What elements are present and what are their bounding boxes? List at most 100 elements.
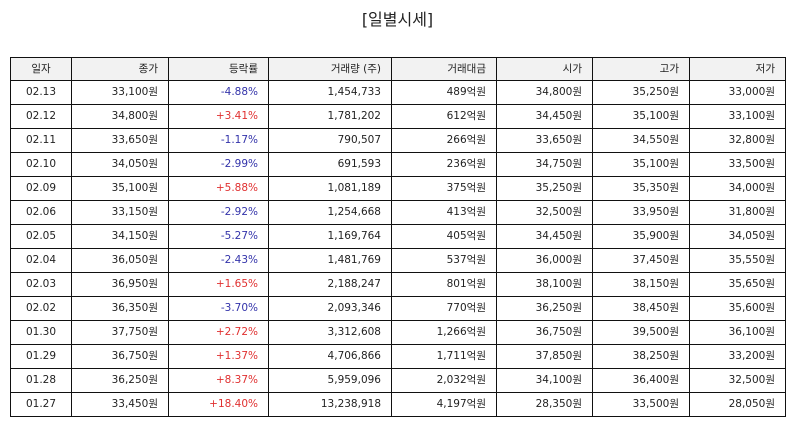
cell-low: 33,500원 <box>689 152 786 177</box>
table-row: 02.04 36,050원 -2.43% 1,481,769 537억원 36,000원 3… <box>10 248 786 273</box>
cell-volume: 1,169,764 <box>268 224 392 249</box>
cell-amount: 405억원 <box>391 224 497 249</box>
cell-low: 28,050원 <box>689 392 786 417</box>
cell-close: 36,750원 <box>71 344 169 369</box>
cell-amount: 266억원 <box>391 128 497 153</box>
cell-amount: 413억원 <box>391 200 497 225</box>
cell-open: 32,500원 <box>496 200 593 225</box>
cell-change: +18.40% <box>168 392 269 417</box>
cell-open: 33,650원 <box>496 128 593 153</box>
cell-open: 35,250원 <box>496 176 593 201</box>
cell-open: 38,100원 <box>496 272 593 297</box>
cell-amount: 489억원 <box>391 80 497 105</box>
cell-change: -4.88% <box>168 80 269 105</box>
cell-date: 02.06 <box>10 200 72 225</box>
table-row: 02.10 34,050원 -2.99% 691,593 236억원 34,750원 35,… <box>10 152 786 177</box>
header-low: 저가 <box>689 57 786 81</box>
cell-change: +1.65% <box>168 272 269 297</box>
table-row: 01.30 37,750원 +2.72% 3,312,608 1,266억원 36,750… <box>10 320 786 345</box>
cell-high: 38,250원 <box>592 344 690 369</box>
cell-volume: 4,706,866 <box>268 344 392 369</box>
cell-amount: 375억원 <box>391 176 497 201</box>
table-row: 01.29 36,750원 +1.37% 4,706,866 1,711억원 37,850… <box>10 344 786 369</box>
cell-date: 02.13 <box>10 80 72 105</box>
cell-high: 33,500원 <box>592 392 690 417</box>
cell-date: 02.09 <box>10 176 72 201</box>
cell-amount: 612억원 <box>391 104 497 129</box>
cell-volume: 1,454,733 <box>268 80 392 105</box>
cell-close: 34,050원 <box>71 152 169 177</box>
cell-amount: 236억원 <box>391 152 497 177</box>
cell-change: -2.43% <box>168 248 269 273</box>
cell-amount: 1,266억원 <box>391 320 497 345</box>
cell-high: 36,400원 <box>592 368 690 393</box>
cell-volume: 1,781,202 <box>268 104 392 129</box>
cell-close: 36,050원 <box>71 248 169 273</box>
cell-date: 02.03 <box>10 272 72 297</box>
cell-close: 36,250원 <box>71 368 169 393</box>
cell-high: 35,900원 <box>592 224 690 249</box>
cell-open: 34,750원 <box>496 152 593 177</box>
cell-close: 33,650원 <box>71 128 169 153</box>
cell-close: 36,350원 <box>71 296 169 321</box>
cell-date: 01.30 <box>10 320 72 345</box>
cell-high: 38,450원 <box>592 296 690 321</box>
cell-high: 35,250원 <box>592 80 690 105</box>
cell-high: 33,950원 <box>592 200 690 225</box>
cell-open: 34,450원 <box>496 224 593 249</box>
cell-open: 34,100원 <box>496 368 593 393</box>
cell-volume: 1,254,668 <box>268 200 392 225</box>
cell-date: 01.27 <box>10 392 72 417</box>
cell-date: 02.10 <box>10 152 72 177</box>
cell-amount: 770억원 <box>391 296 497 321</box>
cell-volume: 691,593 <box>268 152 392 177</box>
cell-low: 34,000원 <box>689 176 786 201</box>
cell-date: 02.04 <box>10 248 72 273</box>
cell-low: 33,100원 <box>689 104 786 129</box>
cell-date: 02.11 <box>10 128 72 153</box>
cell-volume: 13,238,918 <box>268 392 392 417</box>
cell-date: 01.29 <box>10 344 72 369</box>
cell-low: 34,050원 <box>689 224 786 249</box>
cell-amount: 801억원 <box>391 272 497 297</box>
header-amount: 거래대금 <box>391 57 497 81</box>
cell-close: 35,100원 <box>71 176 169 201</box>
cell-close: 33,100원 <box>71 80 169 105</box>
cell-change: -2.99% <box>168 152 269 177</box>
cell-volume: 2,093,346 <box>268 296 392 321</box>
cell-change: +1.37% <box>168 344 269 369</box>
cell-volume: 2,188,247 <box>268 272 392 297</box>
header-change: 등락률 <box>168 57 269 81</box>
cell-change: +5.88% <box>168 176 269 201</box>
table-row: 02.05 34,150원 -5.27% 1,169,764 405억원 34,450원 3… <box>10 224 786 249</box>
cell-change: -3.70% <box>168 296 269 321</box>
header-high: 고가 <box>592 57 690 81</box>
cell-close: 37,750원 <box>71 320 169 345</box>
table-row: 01.28 36,250원 +8.37% 5,959,096 2,032억원 34,100… <box>10 368 786 393</box>
cell-high: 35,350원 <box>592 176 690 201</box>
cell-change: +3.41% <box>168 104 269 129</box>
cell-low: 35,650원 <box>689 272 786 297</box>
table-row: 02.12 34,800원 +3.41% 1,781,202 612억원 34,450원 3… <box>10 104 786 129</box>
cell-high: 35,100원 <box>592 104 690 129</box>
cell-high: 39,500원 <box>592 320 690 345</box>
cell-change: -1.17% <box>168 128 269 153</box>
page-title: [일별시세] <box>361 10 434 29</box>
cell-low: 32,800원 <box>689 128 786 153</box>
table-row: 02.06 33,150원 -2.92% 1,254,668 413억원 32,500원 3… <box>10 200 786 225</box>
cell-date: 02.05 <box>10 224 72 249</box>
cell-close: 34,800원 <box>71 104 169 129</box>
table-row: 02.13 33,100원 -4.88% 1,454,733 489억원 34,800원 3… <box>10 80 786 105</box>
cell-volume: 3,312,608 <box>268 320 392 345</box>
cell-date: 02.02 <box>10 296 72 321</box>
cell-high: 35,100원 <box>592 152 690 177</box>
cell-amount: 2,032억원 <box>391 368 497 393</box>
cell-high: 37,450원 <box>592 248 690 273</box>
cell-date: 02.12 <box>10 104 72 129</box>
cell-open: 28,350원 <box>496 392 593 417</box>
table-header-row: 일자 종가 등락률 거래량 (주) 거래대금 시가 고가 저가 <box>10 57 786 81</box>
cell-date: 01.28 <box>10 368 72 393</box>
cell-volume: 1,081,189 <box>268 176 392 201</box>
cell-volume: 790,507 <box>268 128 392 153</box>
cell-high: 38,150원 <box>592 272 690 297</box>
